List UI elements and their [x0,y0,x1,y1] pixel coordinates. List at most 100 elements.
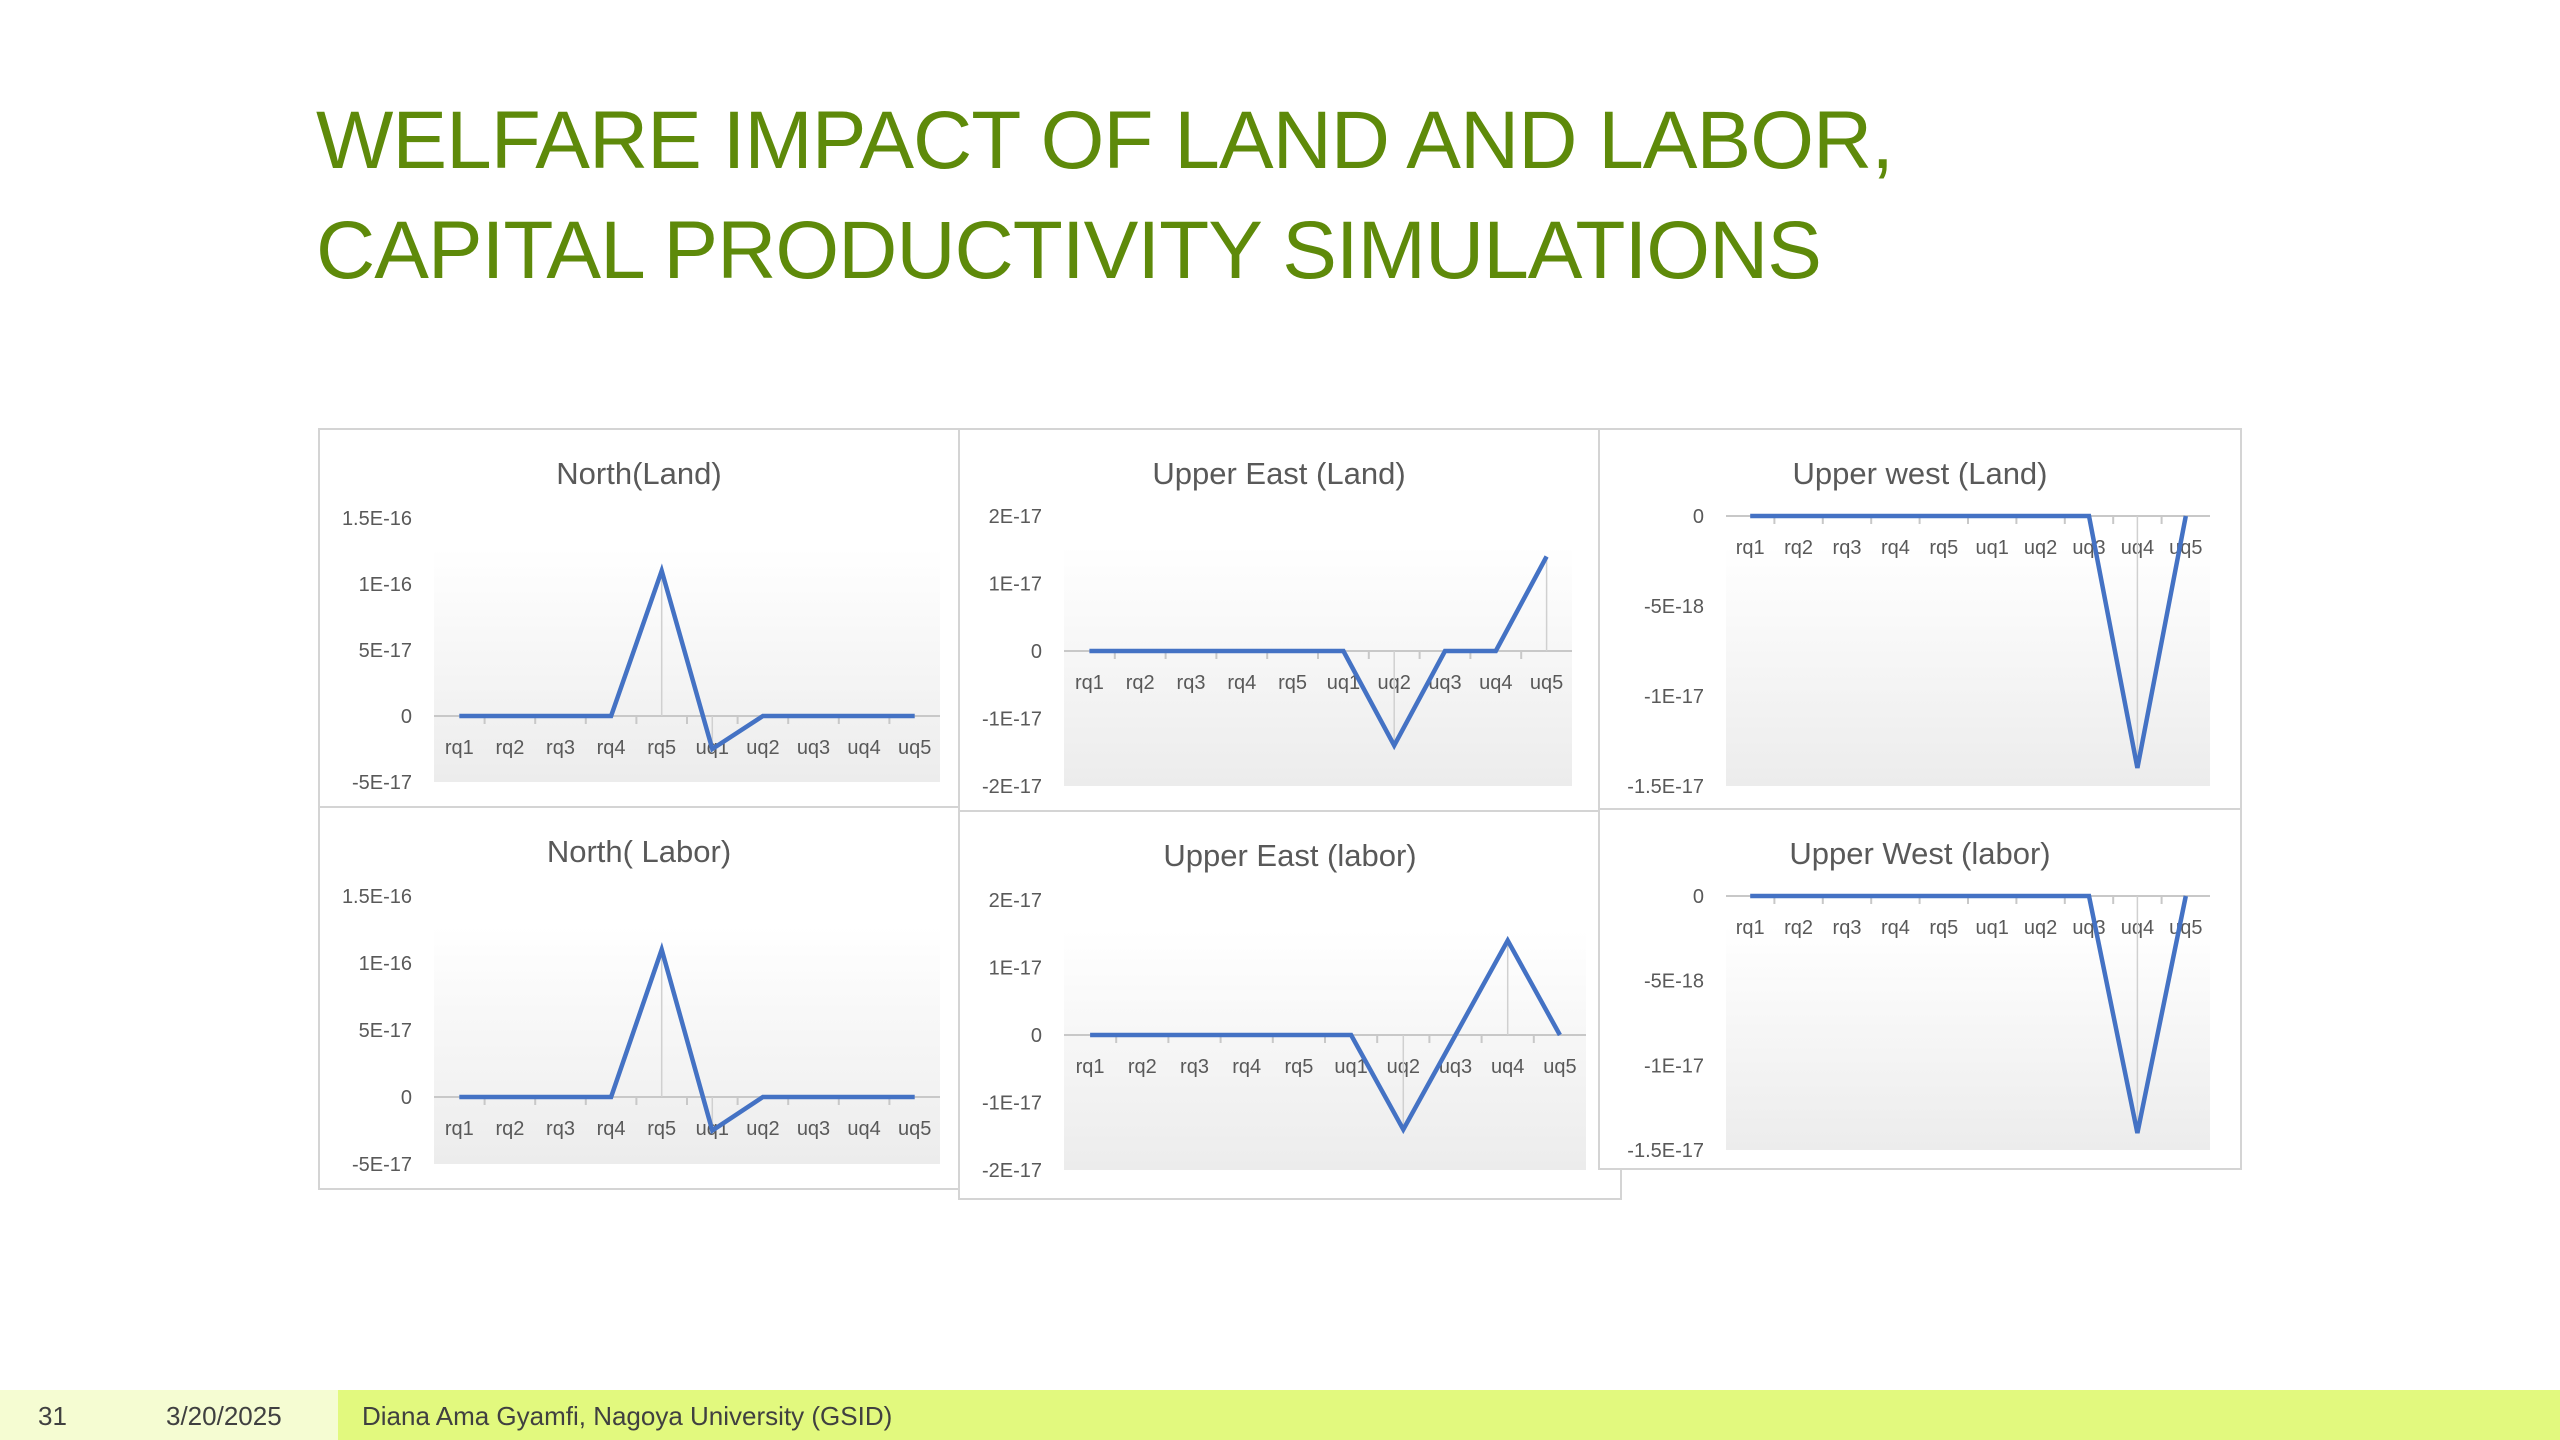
x-tick-label: uq5 [898,1118,931,1140]
chart-title: North( Labor) [547,834,731,869]
x-tick-label: rq2 [1784,917,1813,939]
chart-svg: North( Labor) -5E-17 0 5E-17 1E-16 1.5E-16 rq1… [342,834,940,1176]
y-tick-label: 0 [1693,506,1704,528]
y-tick-label: 5E-17 [359,1020,412,1042]
chart-north-labor: North( Labor) -5E-17 0 5E-17 1E-16 1.5E-16 rq1… [318,806,960,1190]
chart-upper-west-land: Upper west (Land) -1.5E-17 -1E-17 -5E-18 0 rq… [1598,428,2242,810]
y-tick-label: -5E-17 [352,772,412,794]
x-tick-label: rq4 [1227,672,1256,694]
series-line [1090,935,1562,1135]
y-tick-label: 0 [1693,886,1704,908]
y-tick-label: 1.5E-16 [342,508,412,530]
chart-title: Upper East (labor) [1163,838,1416,873]
x-tick-label: uq4 [1479,672,1512,694]
x-tick-label: uq4 [1491,1056,1524,1078]
x-tick-label: rq2 [1128,1056,1157,1078]
x-tick-label: uq5 [2169,537,2202,559]
chart-svg: Upper west (Land) -1.5E-17 -1E-17 -5E-18 0 rq… [1627,456,2210,798]
x-tick-label: uq3 [1439,1056,1472,1078]
x-tick-label: rq5 [1929,537,1958,559]
x-tick-label: rq1 [445,1118,474,1140]
x-tick-label: rq4 [1881,917,1910,939]
series-line [1750,513,2189,769]
chart-svg: North(Land) -5E-17 0 5E-17 1E-16 1.5E-16 rq1 rq… [342,456,940,794]
x-tick-label: rq1 [1736,917,1765,939]
chart-svg: Upper West (labor) -1.5E-17 -1E-17 -5E-18 0 r… [1627,836,2210,1162]
x-tick-label: uq2 [2024,537,2057,559]
x-tick-label: uq1 [1976,917,2009,939]
y-tick-label: 5E-17 [359,640,412,662]
y-tick-label: 2E-17 [989,890,1042,912]
y-tick-label: 1E-17 [989,574,1042,596]
x-tick-label: rq1 [1736,537,1765,559]
x-tick-label: uq3 [2072,537,2105,559]
chart-upper-east-labor: Upper East (labor) -2E-17 -1E-17 0 1E-17 2E-1… [958,810,1622,1200]
x-tick-label: rq4 [1232,1056,1261,1078]
series-line [459,942,915,1135]
x-tick-label: rq5 [1929,917,1958,939]
y-tick-label: 2E-17 [989,506,1042,528]
x-tick-label: rq1 [445,737,474,759]
x-tick-label: uq3 [797,1118,830,1140]
x-tick-label: rq3 [546,1118,575,1140]
x-tick-label: rq5 [1284,1056,1313,1078]
x-tick-label: rq3 [1833,537,1862,559]
x-tick-label: uq2 [2024,917,2057,939]
chart-north-land: North(Land) -5E-17 0 5E-17 1E-16 1.5E-16 rq1 rq… [318,428,960,808]
y-tick-label: -1E-17 [1644,686,1704,708]
plot-area [1726,546,2210,786]
y-tick-label: -2E-17 [982,1160,1042,1182]
x-tick-label: rq4 [597,1118,626,1140]
y-tick-label: -2E-17 [982,776,1042,798]
chart-title: North(Land) [556,456,721,491]
x-tick-label: uq3 [797,737,830,759]
y-tick-label: -1E-17 [982,1093,1042,1115]
slide-title: WELFARE IMPACT OF LAND AND LABOR, CAPITA… [316,86,2216,306]
y-tick-label: 0 [1031,1025,1042,1047]
series-line [459,563,915,753]
x-tick-label: uq1 [1327,672,1360,694]
x-tick-label: rq1 [1075,672,1104,694]
y-tick-label: 1.5E-16 [342,886,412,908]
x-tick-label: rq3 [546,737,575,759]
chart-svg: Upper East (labor) -2E-17 -1E-17 0 1E-17 2E-1… [982,838,1586,1182]
chart-upper-west-labor: Upper West (labor) -1.5E-17 -1E-17 -5E-18 0 r… [1598,808,2242,1170]
y-tick-label: -5E-18 [1644,596,1704,618]
x-tick-label: uq2 [746,1118,779,1140]
footer-date: 3/20/2025 [166,1401,282,1431]
slide-title-line-1: WELFARE IMPACT OF LAND AND LABOR, [316,95,1894,186]
x-tick-label: rq3 [1180,1056,1209,1078]
x-tick-label: uq4 [847,737,880,759]
x-tick-label: rq5 [647,1118,676,1140]
y-tick-label: -1.5E-17 [1627,776,1704,798]
y-tick-label: -5E-17 [352,1154,412,1176]
x-tick-label: rq2 [495,737,524,759]
x-tick-label: rq1 [1076,1056,1105,1078]
y-tick-label: 0 [1031,641,1042,663]
y-tick-label: 1E-16 [359,953,412,975]
page-number: 31 [38,1401,67,1431]
x-tick-label: uq5 [2169,917,2202,939]
x-tick-label: uq5 [1530,672,1563,694]
x-tick-label: rq4 [597,737,626,759]
x-tick-label: rq2 [1784,537,1813,559]
x-tick-label: rq5 [1278,672,1307,694]
plot-area [1064,546,1572,786]
y-tick-label: 1E-17 [989,958,1042,980]
chart-upper-east-land: Upper East (Land) -2E-17 -1E-17 0 1E-17 2E-17… [958,428,1600,812]
slide-title-line-2: CAPITAL PRODUCTIVITY SIMULATIONS [316,205,1822,296]
x-tick-label: uq5 [1543,1056,1576,1078]
x-tick-label: rq2 [1126,672,1155,694]
x-tick-label: uq3 [2072,917,2105,939]
x-tick-label: rq2 [495,1118,524,1140]
y-tick-label: -1E-17 [982,709,1042,731]
x-tick-label: rq5 [647,737,676,759]
plot-area [1064,930,1586,1170]
y-tick-label: 0 [401,1087,412,1109]
chart-svg: Upper East (Land) -2E-17 -1E-17 0 1E-17 2E-17… [982,456,1572,798]
plot-area [1726,926,2210,1150]
x-tick-label: rq3 [1833,917,1862,939]
series-line [1089,555,1549,751]
footer-author: Diana Ama Gyamfi, Nagoya University (GSI… [362,1401,893,1431]
x-tick-label: uq1 [1976,537,2009,559]
